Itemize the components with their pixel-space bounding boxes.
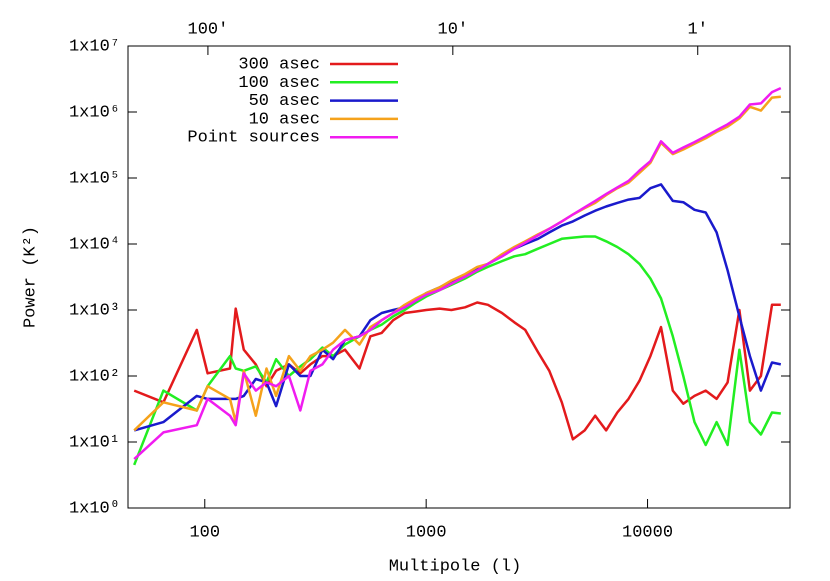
y-axis-label: Power (K²) (21, 226, 40, 328)
legend-label: Point sources (187, 129, 320, 148)
y-tick-label: 1x10² (69, 367, 120, 386)
legend-label: 50 asec (249, 92, 320, 111)
legend-label: 300 asec (238, 55, 320, 74)
y-tick-label: 1x10⁶ (69, 103, 120, 122)
y-tick-label: 1x10⁴ (69, 235, 120, 254)
series-line (133, 86, 782, 461)
y-tick-label: 1x10¹ (69, 433, 120, 452)
y-tick-label: 1x10³ (69, 301, 120, 320)
x-axis-label: Multipole (l) (389, 557, 522, 576)
y-tick-label: 1x10⁷ (69, 37, 120, 56)
x2-tick-label: 100′ (188, 20, 229, 39)
legend-label: 100 asec (238, 74, 320, 93)
x2-tick-label: 10′ (438, 20, 469, 39)
series-line (133, 183, 782, 432)
plot-frame (127, 45, 791, 509)
series-line (133, 235, 781, 466)
series-line (133, 301, 781, 441)
x-tick-label: 100 (189, 523, 220, 542)
legend-label: 10 asec (249, 110, 320, 129)
y-tick-label: 1x10⁵ (69, 169, 120, 188)
y-tick-label: 1x10⁰ (69, 499, 120, 518)
x-tick-label: 1000 (406, 523, 447, 542)
x-tick-label: 10000 (622, 523, 673, 542)
x2-tick-label: 1′ (688, 20, 708, 39)
series-line (133, 95, 781, 432)
